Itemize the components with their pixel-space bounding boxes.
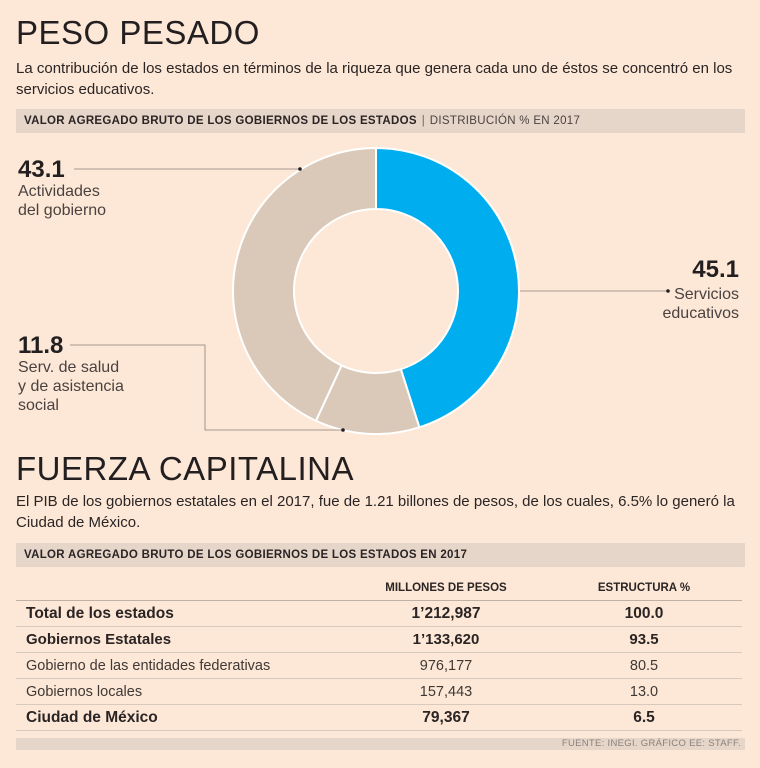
chart-header-title: VALOR AGREGADO BRUTO DE LOS GOBIERNOS DE… bbox=[24, 115, 417, 127]
row-millones-cell: 157,443 bbox=[346, 678, 546, 705]
row-name-cell: Total de los estados bbox=[16, 600, 346, 627]
row-name-cell: Gobierno de las entidades federativas bbox=[16, 652, 346, 679]
col-header-millones: MILLONES DE PESOS bbox=[346, 578, 546, 601]
table-header-row: MILLONES DE PESOS ESTRUCTURA % bbox=[16, 578, 742, 601]
header-separator: | bbox=[421, 115, 425, 127]
table-row: Gobiernos locales 157,443 13.0 bbox=[16, 678, 742, 705]
slice-category-label-1: Serv. de salud bbox=[18, 359, 119, 376]
table-row: Gobierno de las entidades federativas 976… bbox=[16, 652, 742, 679]
leader-line-1 bbox=[70, 344, 343, 431]
row-name-cell: Ciudad de México bbox=[16, 704, 346, 731]
slice-value-label-2: 43.1 bbox=[18, 156, 65, 183]
chart-header-bar: VALOR AGREGADO BRUTO DE LOS GOBIERNOS DE… bbox=[16, 109, 745, 133]
chart-header-subtitle: DISTRIBUCIÓN % EN 2017 bbox=[429, 115, 581, 127]
slice-category-label-0: Servicios bbox=[674, 286, 739, 303]
source-note: FUENTE: INEGI. GRÁFICO EE: STAFF. bbox=[16, 738, 745, 750]
table-header-bar: VALOR AGREGADO BRUTO DE LOS GOBIERNOS DE… bbox=[16, 543, 745, 567]
table-row: Gobiernos Estatales 1’133,620 93.5 bbox=[16, 626, 742, 653]
slice-category-label-0: educativos bbox=[663, 305, 740, 322]
table-row: Ciudad de México 79,367 6.5 bbox=[16, 704, 742, 731]
leader-dot-0 bbox=[666, 289, 670, 293]
table-header-title: VALOR AGREGADO BRUTO DE LOS GOBIERNOS DE… bbox=[24, 549, 468, 561]
row-millones-cell: 1’133,620 bbox=[346, 626, 546, 653]
row-millones-cell: 976,177 bbox=[346, 652, 546, 679]
row-name-cell: Gobiernos locales bbox=[16, 678, 346, 705]
slice-category-label-1: social bbox=[18, 397, 59, 414]
section-intro-peso-pesado: La contribución de los estados en términ… bbox=[16, 60, 733, 98]
col-header-name bbox=[16, 578, 346, 601]
row-millones-cell: 79,367 bbox=[346, 704, 546, 731]
leader-dot-2 bbox=[298, 167, 302, 171]
col-header-estructura: ESTRUCTURA % bbox=[546, 578, 742, 601]
section-intro-fuerza-capitalina: El PIB de los gobiernos estatales en el … bbox=[16, 493, 735, 531]
row-name-cell: Gobiernos Estatales bbox=[16, 626, 346, 653]
donut-slice-0 bbox=[375, 146, 520, 429]
row-estructura-cell: 80.5 bbox=[546, 652, 742, 679]
row-estructura-cell: 13.0 bbox=[546, 678, 742, 705]
slice-value-label-1: 11.8 bbox=[18, 332, 63, 359]
section-title-peso-pesado: PESO PESADO bbox=[16, 14, 260, 51]
row-estructura-cell: 6.5 bbox=[546, 704, 742, 731]
slice-category-label-2: del gobierno bbox=[18, 202, 106, 219]
gva-table: MILLONES DE PESOS ESTRUCTURA % Total de … bbox=[16, 578, 742, 731]
table-row: Total de los estados 1’212,987 100.0 bbox=[16, 600, 742, 627]
slice-category-label-2: Actividades bbox=[18, 183, 100, 200]
row-millones-cell: 1’212,987 bbox=[346, 600, 546, 627]
slice-category-label-1: y de asistencia bbox=[18, 378, 124, 395]
row-estructura-cell: 93.5 bbox=[546, 626, 742, 653]
section-title-fuerza-capitalina: FUERZA CAPITALINA bbox=[16, 450, 354, 487]
row-estructura-cell: 100.0 bbox=[546, 600, 742, 627]
slice-value-label-0: 45.1 bbox=[692, 256, 739, 283]
donut-slice-2 bbox=[232, 146, 377, 423]
leader-dot-1 bbox=[341, 428, 345, 432]
